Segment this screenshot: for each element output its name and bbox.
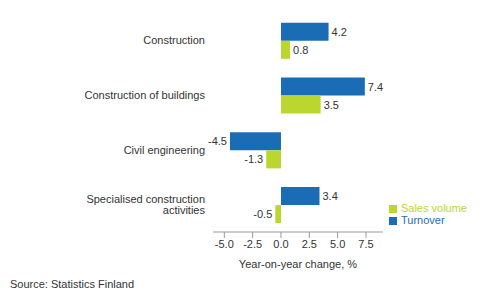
svg-text:Civil engineering: Civil engineering [124, 144, 205, 156]
svg-text:3.4: 3.4 [323, 190, 338, 202]
svg-text:7.5: 7.5 [358, 238, 373, 250]
svg-text:0.0: 0.0 [273, 238, 288, 250]
svg-text:0.8: 0.8 [293, 44, 308, 56]
svg-text:4.2: 4.2 [332, 26, 347, 38]
svg-text:Year-on-year change, %: Year-on-year change, % [239, 258, 357, 270]
svg-text:3.5: 3.5 [324, 99, 339, 111]
svg-text:2.5: 2.5 [302, 238, 317, 250]
svg-text:-4.5: -4.5 [208, 135, 227, 147]
svg-text:Construction of buildings: Construction of buildings [85, 89, 206, 101]
svg-text:-5.0: -5.0 [215, 238, 234, 250]
html-text:Sales volume: Sales volume [401, 202, 467, 214]
html-text:Source: Statistics Finland: Source: Statistics Finland [10, 278, 135, 290]
svg-text:-1.3: -1.3 [244, 153, 263, 165]
svg-text:Specialised constructionactivi: Specialised constructionactivities [86, 193, 205, 216]
svg-text:5.0: 5.0 [330, 238, 345, 250]
svg-text:Construction: Construction [143, 34, 205, 46]
svg-text:7.4: 7.4 [368, 81, 383, 93]
svg-text:-2.5: -2.5 [243, 238, 262, 250]
svg-text:-0.5: -0.5 [253, 208, 272, 220]
html-text:Turnover: Turnover [401, 214, 445, 226]
